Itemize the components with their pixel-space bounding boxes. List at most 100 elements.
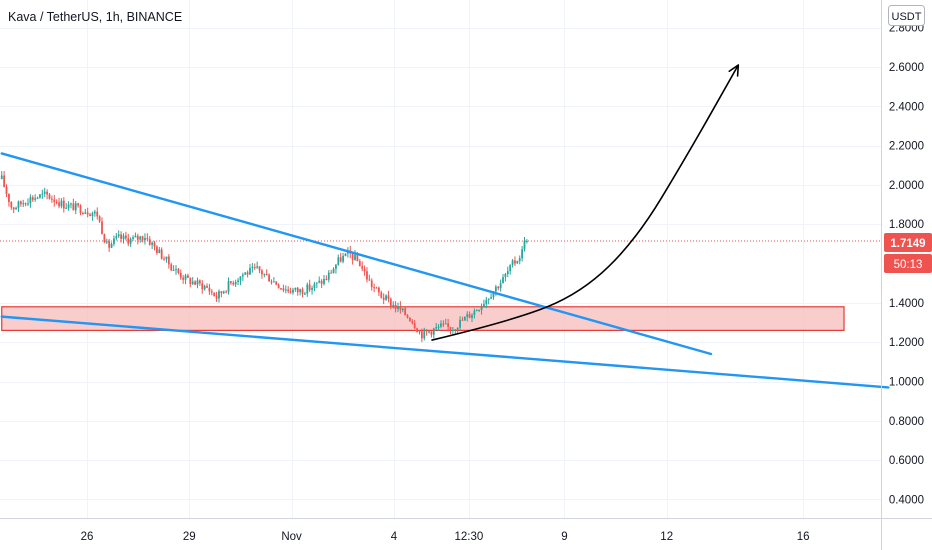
candle-body — [330, 272, 333, 274]
candle-body — [101, 221, 103, 235]
candle-body — [342, 255, 344, 262]
candle-body — [270, 281, 273, 283]
candle-body — [275, 281, 278, 285]
candle-body — [313, 283, 316, 289]
candle-body — [261, 270, 263, 275]
candle-body — [134, 235, 137, 238]
candle-body — [167, 256, 170, 265]
candle-body — [98, 216, 101, 222]
price-axis-tick-label: 1.4000 — [889, 298, 924, 310]
candle-body — [158, 249, 161, 254]
candle-body — [480, 306, 483, 310]
candle-body — [311, 288, 313, 290]
candle-body — [136, 235, 139, 240]
candle-body — [175, 269, 177, 271]
candle-body — [377, 287, 380, 293]
candle-body — [320, 280, 323, 284]
candle-body — [22, 203, 25, 205]
candle-body — [506, 271, 509, 274]
candle-body — [404, 308, 407, 316]
candle-body — [122, 235, 125, 239]
candle-body — [139, 236, 142, 240]
trendline-layer[interactable] — [0, 152, 890, 389]
candle-body — [366, 271, 368, 280]
candle-body — [380, 292, 383, 298]
candle-body — [15, 207, 17, 210]
time-axis-tick-label: Nov — [281, 531, 302, 543]
candle-body — [516, 261, 519, 264]
candle-body — [325, 279, 328, 281]
price-axis-tick-label: 0.8000 — [889, 416, 924, 428]
candle-body — [77, 203, 80, 206]
candle-body — [473, 310, 476, 316]
candle-body — [239, 276, 242, 281]
candle-body — [127, 238, 130, 244]
candle-body — [153, 242, 156, 247]
candle-body — [499, 283, 502, 289]
candle-body — [232, 282, 235, 285]
candle-body — [46, 191, 49, 195]
candlestick-series — [0, 171, 528, 343]
upper-trendline[interactable] — [0, 152, 713, 356]
candle-body — [58, 202, 60, 207]
candle-body — [12, 207, 15, 210]
candle-body — [389, 298, 392, 307]
bar-countdown-value: 50:13 — [894, 259, 923, 271]
candle-body — [289, 291, 292, 293]
candle-body — [144, 238, 146, 241]
time-axis[interactable]: 26 29 Nov 4 12:30 9 12 16 — [81, 531, 810, 543]
candle-body — [196, 280, 199, 285]
candle-body — [440, 323, 442, 327]
candle-body — [449, 326, 452, 331]
candle-body — [151, 242, 154, 245]
candle-body — [227, 281, 230, 292]
projection-arrow-layer[interactable] — [431, 64, 740, 341]
candle-body — [234, 281, 237, 285]
candle-body — [225, 291, 228, 293]
candle-body — [466, 314, 469, 317]
support-zone-rect — [1, 306, 845, 331]
lower-trendline[interactable] — [0, 315, 890, 389]
candle-body — [490, 297, 492, 299]
candle-body — [306, 284, 309, 294]
candle-body — [428, 331, 430, 333]
projection-arrow-curve[interactable] — [431, 64, 740, 341]
candle-body — [82, 213, 84, 215]
currency-unit-box[interactable] — [888, 5, 925, 26]
candle-body — [91, 213, 94, 217]
candle-body — [463, 316, 466, 321]
candle-body — [272, 281, 275, 283]
projection-arrow-head[interactable] — [728, 64, 740, 77]
candle-body — [475, 310, 478, 312]
candle-body — [425, 329, 428, 332]
chart-grid — [0, 0, 881, 518]
candle-body — [172, 270, 175, 272]
candle-body — [456, 327, 459, 330]
candle-body — [471, 315, 473, 318]
candle-body — [36, 197, 39, 199]
candle-body — [337, 257, 340, 265]
candle-body — [437, 326, 440, 328]
candle-body — [299, 289, 302, 293]
candle-body — [84, 212, 87, 214]
candle-body — [525, 240, 528, 242]
candle-body — [218, 291, 220, 299]
time-axis-tick-label: 4 — [391, 531, 398, 543]
candle-body — [50, 198, 53, 200]
candle-body — [492, 291, 495, 298]
candle-body — [208, 287, 211, 292]
candle-body — [110, 244, 113, 248]
candle-body — [263, 273, 266, 275]
candle-body — [277, 284, 280, 289]
candle-body — [210, 291, 213, 293]
candle-body — [72, 203, 75, 211]
candle-body — [430, 331, 433, 335]
time-axis-tick-label: 12 — [660, 531, 673, 543]
candle-body — [363, 268, 366, 272]
candle-body — [39, 194, 41, 198]
candle-body — [420, 331, 423, 339]
candle-body — [339, 257, 342, 262]
candle-body — [509, 264, 512, 272]
candle-body — [189, 277, 192, 284]
